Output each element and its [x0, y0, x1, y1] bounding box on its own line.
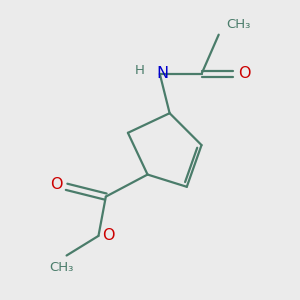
Text: H: H — [134, 64, 144, 76]
Text: CH₃: CH₃ — [226, 18, 250, 31]
Text: N: N — [156, 66, 168, 81]
Text: O: O — [102, 228, 115, 243]
Text: O: O — [238, 66, 251, 81]
Text: CH₃: CH₃ — [50, 261, 74, 274]
Text: O: O — [50, 177, 63, 192]
